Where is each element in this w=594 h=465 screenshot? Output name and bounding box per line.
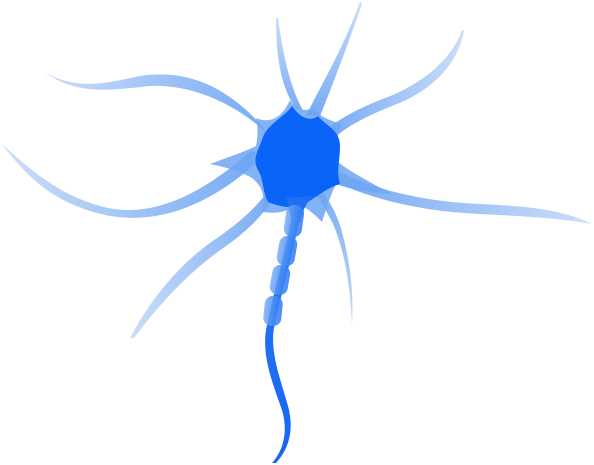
dendrite-lower-left [130, 188, 276, 338]
dendrite-top-right [306, 2, 362, 116]
myelin-segment [283, 204, 305, 238]
myelin-segment [276, 235, 298, 267]
dendrite-top [276, 18, 304, 112]
soma [255, 106, 340, 208]
dendrite-lower-right [312, 188, 353, 326]
myelin-sheath [263, 204, 305, 327]
dendrite-upper-left [44, 72, 268, 134]
myelin-segment [263, 295, 283, 327]
dendrite-left [2, 144, 262, 218]
dendrite-right [336, 172, 592, 224]
myelin-segment [269, 264, 291, 296]
dendrite-upper-right [326, 30, 464, 138]
